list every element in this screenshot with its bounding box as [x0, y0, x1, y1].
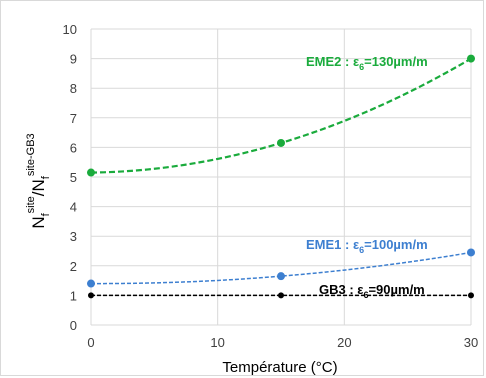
y-axis-title-sup1: site [25, 196, 37, 213]
data-point-eme2 [467, 54, 475, 63]
y-tick-label: 1 [70, 288, 77, 303]
x-axis-title: Température (°C) [222, 359, 337, 376]
data-point-gb3 [88, 292, 94, 299]
data-point-gb3 [468, 292, 474, 299]
trendline-eme2 [90, 57, 472, 174]
x-tick-label: 20 [337, 335, 351, 350]
data-point-eme1 [467, 248, 475, 257]
x-tick-label: 0 [87, 335, 94, 350]
axes: 0 1 2 3 4 5 6 7 8 9 10 0 10 20 30 [63, 22, 479, 350]
y-tick-label: 5 [70, 170, 77, 185]
y-tick-label: 3 [70, 229, 77, 244]
x-tick-label: 10 [210, 335, 224, 350]
data-point-eme1 [277, 272, 285, 281]
y-tick-label: 6 [70, 140, 77, 155]
series-labels: EME2 : ε6=130µm/m EME1 : ε6=100µm/m GB3 : … [306, 54, 428, 300]
series [87, 54, 475, 299]
y-tick-label: 8 [70, 81, 77, 96]
y-axis-title-slash: /N [29, 179, 48, 196]
data-point-eme2 [277, 138, 285, 147]
y-tick-label: 10 [63, 22, 77, 37]
trendline-eme1 [90, 251, 472, 285]
y-tick-label: 2 [70, 259, 77, 274]
series-label-eme1: EME1 : ε6=100µm/m [306, 237, 428, 255]
grid [90, 28, 472, 326]
y-axis-title-n1: N [29, 216, 48, 228]
y-tick-label: 9 [70, 52, 77, 67]
y-tick-label: 0 [70, 318, 77, 333]
y-axis-title-sub1: f [40, 212, 52, 216]
y-axis-title-sup2: site-GB3 [25, 133, 37, 176]
series-label-gb3: GB3 : ε6=90µm/m [319, 282, 425, 300]
y-axis-title-sub2: f [40, 175, 52, 179]
y-tick-label: 7 [70, 111, 77, 126]
data-point-gb3 [278, 292, 284, 299]
y-tick-label: 4 [70, 200, 77, 215]
data-point-eme1 [87, 279, 95, 288]
x-tick-label: 30 [464, 335, 478, 350]
y-axis-title: Nfsite/Nfsite-GB3 [25, 133, 52, 228]
series-label-eme2: EME2 : ε6=130µm/m [306, 54, 428, 72]
data-point-eme2 [87, 168, 95, 177]
